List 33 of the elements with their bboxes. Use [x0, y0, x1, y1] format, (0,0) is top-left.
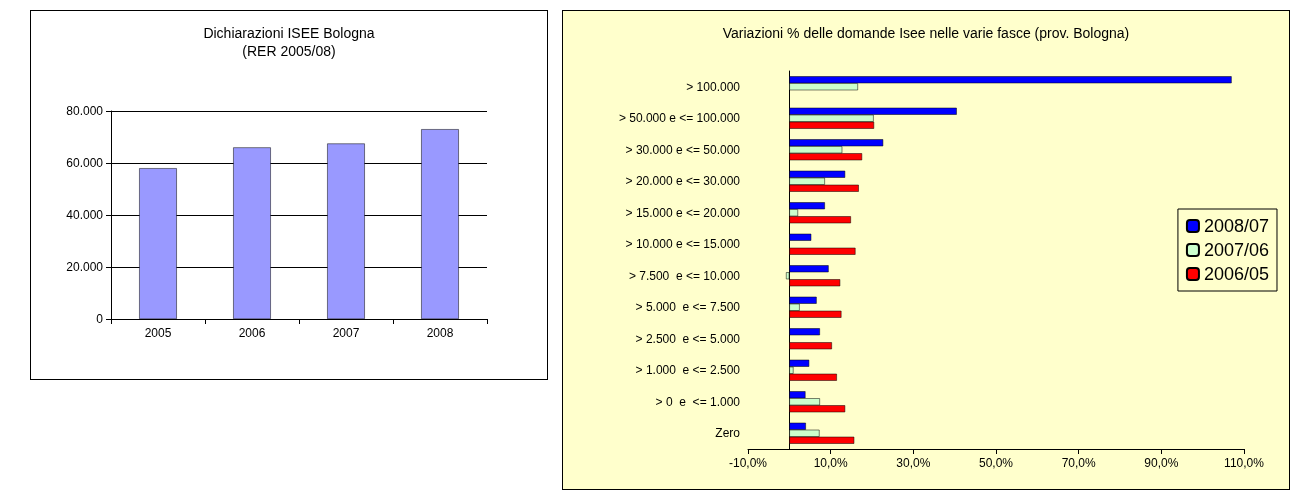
x-tick-label: 2008	[426, 326, 454, 340]
y-tick-label: > 10.000 e <= 15.000	[625, 237, 741, 252]
legend-label: 2008/07	[1203, 216, 1270, 236]
x-tick-label: 110,0%	[1224, 456, 1265, 470]
y-tick-label: 20.000	[66, 260, 104, 274]
x-tick-label: 2005	[144, 326, 172, 340]
x-tick-label: 2007	[332, 326, 360, 340]
y-tick-label: > 0 e <= 1.000	[655, 394, 741, 409]
y-tick-label: > 20.000 e <= 30.000	[625, 174, 741, 189]
legend-label: 2006/05	[1203, 264, 1270, 284]
x-tick-label: 10,0%	[813, 456, 849, 470]
y-tick-label: > 50.000 e <= 100.000	[618, 111, 741, 126]
y-tick-label: > 2.500 e <= 5.000	[635, 331, 741, 346]
legend-label: 2007/06	[1203, 240, 1270, 260]
y-tick-label: 0	[96, 312, 104, 326]
x-tick-label: 2006	[238, 326, 266, 340]
y-tick-label: > 15.000 e <= 20.000	[625, 205, 741, 220]
y-tick-label: > 5.000 e <= 7.500	[635, 300, 741, 315]
chart-title: Dichiarazioni ISEE Bologna (RER 2005/08)	[203, 25, 375, 59]
chart-title: Variazioni % delle domande Isee nelle varie fasce (prov. Bologna)	[722, 25, 1130, 41]
y-tick-label: > 7.500 e <= 10.000	[628, 268, 741, 283]
y-tick-label: > 100.000	[686, 79, 741, 94]
y-tick-label: > 30.000 e <= 50.000	[625, 142, 741, 157]
x-tick-label: 70,0%	[1061, 456, 1097, 470]
x-tick-label: 90,0%	[1144, 456, 1179, 470]
x-tick-label: 30,0%	[896, 456, 931, 470]
x-tick-label: -10,0%	[728, 456, 768, 470]
y-tick-label: Zero	[715, 426, 741, 441]
y-tick-label: 80.000	[66, 104, 104, 118]
x-tick-label: 50,0%	[978, 456, 1014, 470]
y-tick-label: 40.000	[66, 208, 104, 222]
y-tick-label: 60.000	[66, 156, 104, 170]
y-tick-label: > 1.000 e <= 2.500	[635, 363, 741, 378]
